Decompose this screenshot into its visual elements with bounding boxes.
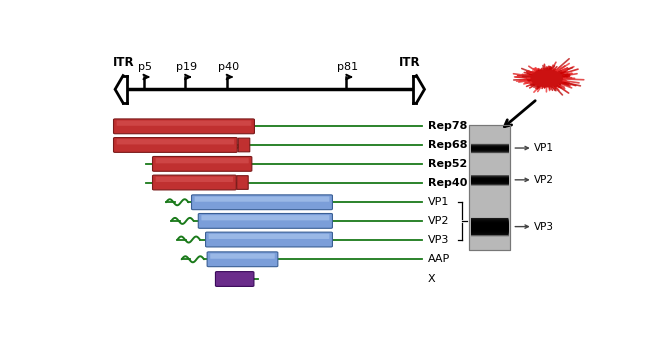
FancyBboxPatch shape	[207, 252, 278, 267]
FancyBboxPatch shape	[205, 232, 332, 247]
FancyBboxPatch shape	[237, 176, 248, 189]
Text: VP3: VP3	[534, 221, 554, 232]
Bar	[468, 125, 510, 250]
Text: p5: p5	[138, 62, 152, 72]
Text: Rep78: Rep78	[428, 121, 468, 131]
FancyBboxPatch shape	[117, 139, 234, 145]
FancyBboxPatch shape	[201, 215, 329, 220]
FancyBboxPatch shape	[195, 197, 329, 202]
Text: VP2: VP2	[534, 175, 554, 185]
Text: Rep40: Rep40	[428, 178, 468, 188]
Text: ITR: ITR	[113, 56, 134, 69]
Text: p40: p40	[218, 62, 239, 72]
Text: Rep68: Rep68	[428, 140, 468, 150]
Text: VP3: VP3	[428, 235, 450, 245]
Text: VP1: VP1	[534, 143, 554, 153]
FancyBboxPatch shape	[152, 175, 236, 190]
Text: p19: p19	[176, 62, 197, 72]
FancyBboxPatch shape	[215, 272, 254, 287]
Text: VP1: VP1	[428, 197, 450, 207]
Text: Rep52: Rep52	[428, 159, 468, 169]
FancyBboxPatch shape	[238, 138, 250, 152]
FancyBboxPatch shape	[117, 121, 252, 126]
FancyBboxPatch shape	[156, 158, 249, 163]
Text: AAP: AAP	[428, 254, 450, 264]
Text: X: X	[428, 274, 435, 284]
Bar	[468, 125, 510, 250]
FancyBboxPatch shape	[210, 253, 274, 259]
FancyBboxPatch shape	[113, 137, 238, 152]
Text: p81: p81	[338, 62, 358, 72]
Text: VP2: VP2	[428, 216, 450, 226]
FancyBboxPatch shape	[191, 195, 332, 210]
Text: ITR: ITR	[399, 56, 421, 69]
FancyBboxPatch shape	[156, 177, 233, 182]
FancyBboxPatch shape	[199, 214, 332, 228]
FancyBboxPatch shape	[209, 234, 329, 239]
FancyBboxPatch shape	[152, 157, 252, 171]
FancyBboxPatch shape	[113, 119, 254, 134]
Bar	[471, 218, 508, 235]
Circle shape	[531, 70, 562, 87]
